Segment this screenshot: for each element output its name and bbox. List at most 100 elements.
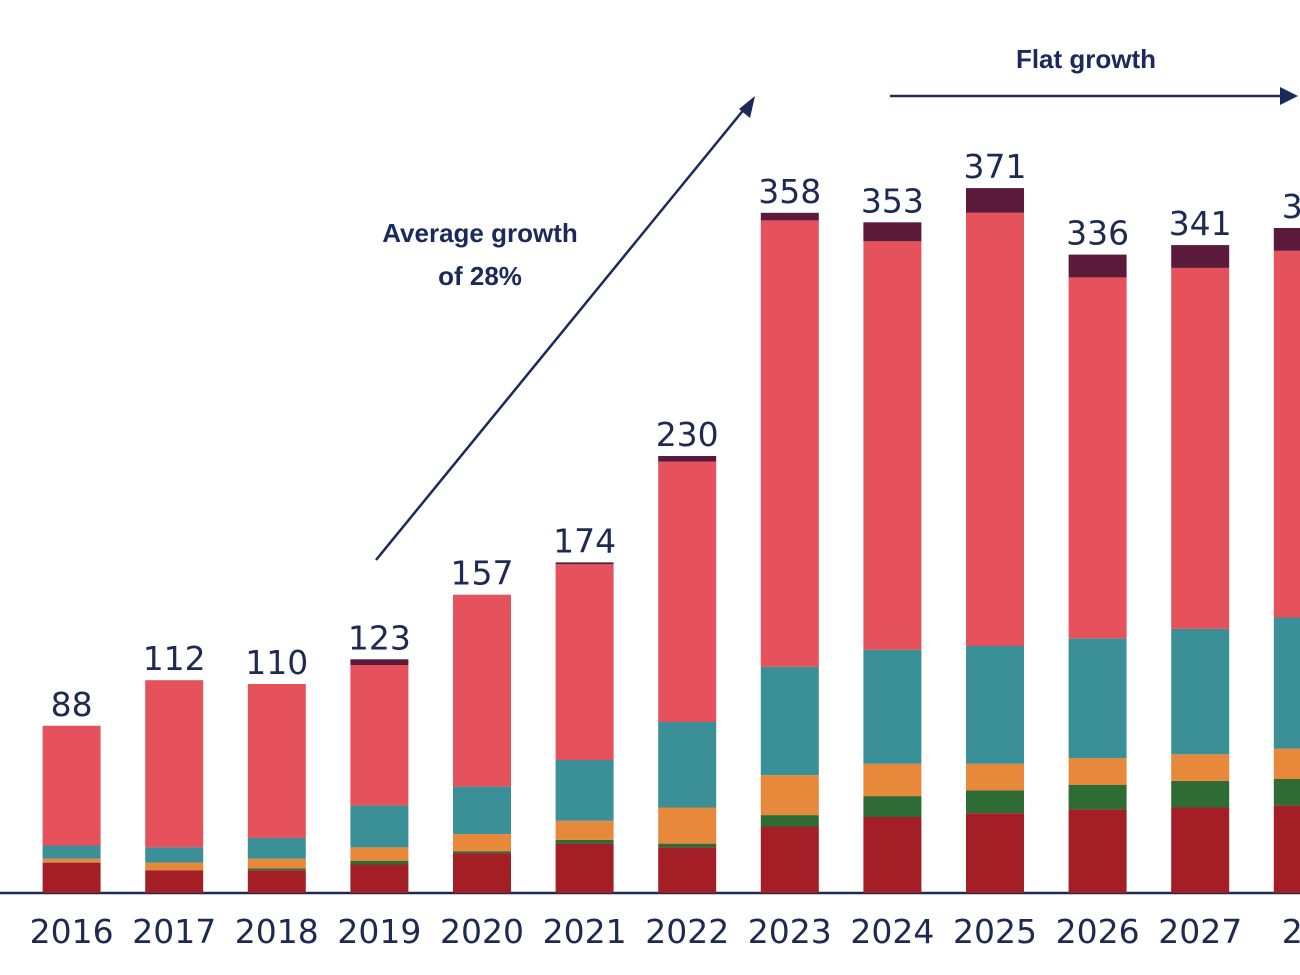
growth-arrow-head [739,96,755,118]
bar-segment-2016-dark-red [42,862,101,893]
bar-segment-2022-orange [658,807,717,844]
bar-segment-2025-coral-red [966,212,1024,647]
x-tick-label-2021: 2021 [543,912,627,951]
bar-segment-2026-orange [1068,758,1127,785]
total-label-2021: 174 [553,521,616,560]
total-label-2026: 336 [1066,214,1129,253]
x-tick-label-2027: 2027 [1158,912,1242,951]
bar-segment-2019-coral-red [350,665,409,806]
bar-segment-2017-orange [145,862,204,871]
bar-segment-2026-dark-red [1068,809,1127,893]
flat-growth-text: Flat growth [1016,44,1156,74]
bar-segment-2020-coral-red [453,594,511,787]
bar-segment-2026-dark-purple [1068,254,1127,278]
total-label-2018: 110 [245,643,308,682]
bar-segment-2021-teal [555,760,614,821]
bar-segment-2021-coral-red [555,564,614,760]
bar-segment-2018-dark-red [247,870,306,893]
bar-segment-2028-dark-purple [1273,228,1300,251]
bar-segment-2027-teal [1171,628,1230,755]
bar-segment-2028-teal [1273,617,1300,749]
bar-segment-2020-teal [453,786,511,835]
x-tick-label-2023: 2023 [748,912,832,951]
total-label-2027: 341 [1169,204,1232,243]
total-label-2020: 157 [451,554,514,593]
total-label-2028: 35 [1282,187,1300,226]
bar-segment-2023-coral-red [760,220,819,667]
bar-segment-2027-dark-green [1171,780,1230,808]
bar-segment-2017-dark-red [145,870,204,893]
average-growth-annotation: Average growth of 28% [375,96,755,561]
bar-segment-2019-teal [350,805,409,848]
bars-layer [42,188,1300,893]
growth-arrow-line [375,101,751,561]
bar-segment-2025-orange [966,763,1024,791]
bar-segment-2028-dark-green [1273,779,1300,806]
bar-segment-2024-dark-red [863,817,922,893]
bar-segment-2027-coral-red [1171,267,1230,629]
bar-segment-2022-teal [658,722,717,808]
bar-segment-2023-dark-purple [760,212,819,221]
flat-growth-annotation: Flat growth [890,44,1298,105]
bar-segment-2021-dark-green [555,839,614,844]
bar-segment-2020-dark-red [453,853,511,893]
bar-segment-2019-orange [350,847,409,861]
bar-segment-2027-orange [1171,754,1230,781]
bar-segment-2018-teal [247,837,306,859]
bar-segment-2024-orange [863,763,922,797]
bar-segment-2026-dark-green [1068,784,1127,810]
bar-segment-2018-coral-red [247,684,306,838]
bar-segment-2028-orange [1273,748,1300,779]
bar-segment-2018-dark-green [247,868,306,871]
bar-segment-2024-coral-red [863,241,922,650]
bar-segment-2022-dark-red [658,847,717,893]
bar-segment-2025-dark-green [966,790,1024,814]
bar-segment-2027-dark-purple [1171,245,1230,268]
bar-segment-2018-orange [247,858,306,869]
total-label-2017: 112 [143,639,206,678]
bar-segment-2019-dark-red [350,864,409,893]
bar-segment-2025-teal [966,646,1024,764]
bar-segment-2026-teal [1068,638,1127,759]
x-tick-label-2018: 2018 [235,912,319,951]
labels-layer: 5882016112201711020181232019157202017420… [30,147,1300,951]
bar-segment-2022-coral-red [658,461,717,722]
bar-segment-2020-orange [453,834,511,852]
x-tick-label-2028: 20 [1282,912,1300,951]
bar-segment-2021-dark-purple [555,562,614,565]
bar-segment-2017-teal [145,847,204,863]
bar-segment-2022-dark-purple [658,456,717,462]
total-label-2019: 123 [348,618,411,657]
bar-segment-2019-dark-green [350,860,409,865]
x-tick-label-2019: 2019 [337,912,421,951]
total-label-2023: 358 [758,172,821,211]
bar-segment-2028-coral-red [1273,250,1300,618]
bar-segment-2016-orange [42,858,101,863]
bar-segment-2026-coral-red [1068,277,1127,639]
x-tick-label-2017: 2017 [132,912,216,951]
total-label-2016: 88 [51,685,93,724]
growth-text-line-2: of 28% [438,261,522,291]
bar-segment-2024-dark-purple [863,222,922,242]
x-tick-label-2026: 2026 [1056,912,1140,951]
x-tick-label-2025: 2025 [953,912,1037,951]
x-tick-label-2022: 2022 [645,912,729,951]
bar-segment-2020-dark-green [453,851,511,854]
total-label-2024: 353 [861,181,924,220]
x-tick-label-2020: 2020 [440,912,524,951]
x-tick-label-2024: 2024 [850,912,934,951]
bar-segment-2021-dark-red [555,843,614,893]
bar-segment-2022-dark-green [658,843,717,848]
bar-segment-2024-teal [863,649,922,764]
bar-segment-2023-dark-red [760,826,819,893]
flat-arrow-head [1280,87,1298,105]
total-label-2025: 371 [964,147,1027,186]
bar-segment-2019-dark-purple [350,659,409,665]
bar-segment-2024-dark-green [863,796,922,817]
bar-segment-2023-dark-green [760,815,819,827]
total-label-2022: 230 [656,415,719,454]
bar-segment-2027-dark-red [1171,807,1230,893]
bar-segment-2025-dark-red [966,813,1024,893]
bar-segment-2023-orange [760,775,819,816]
